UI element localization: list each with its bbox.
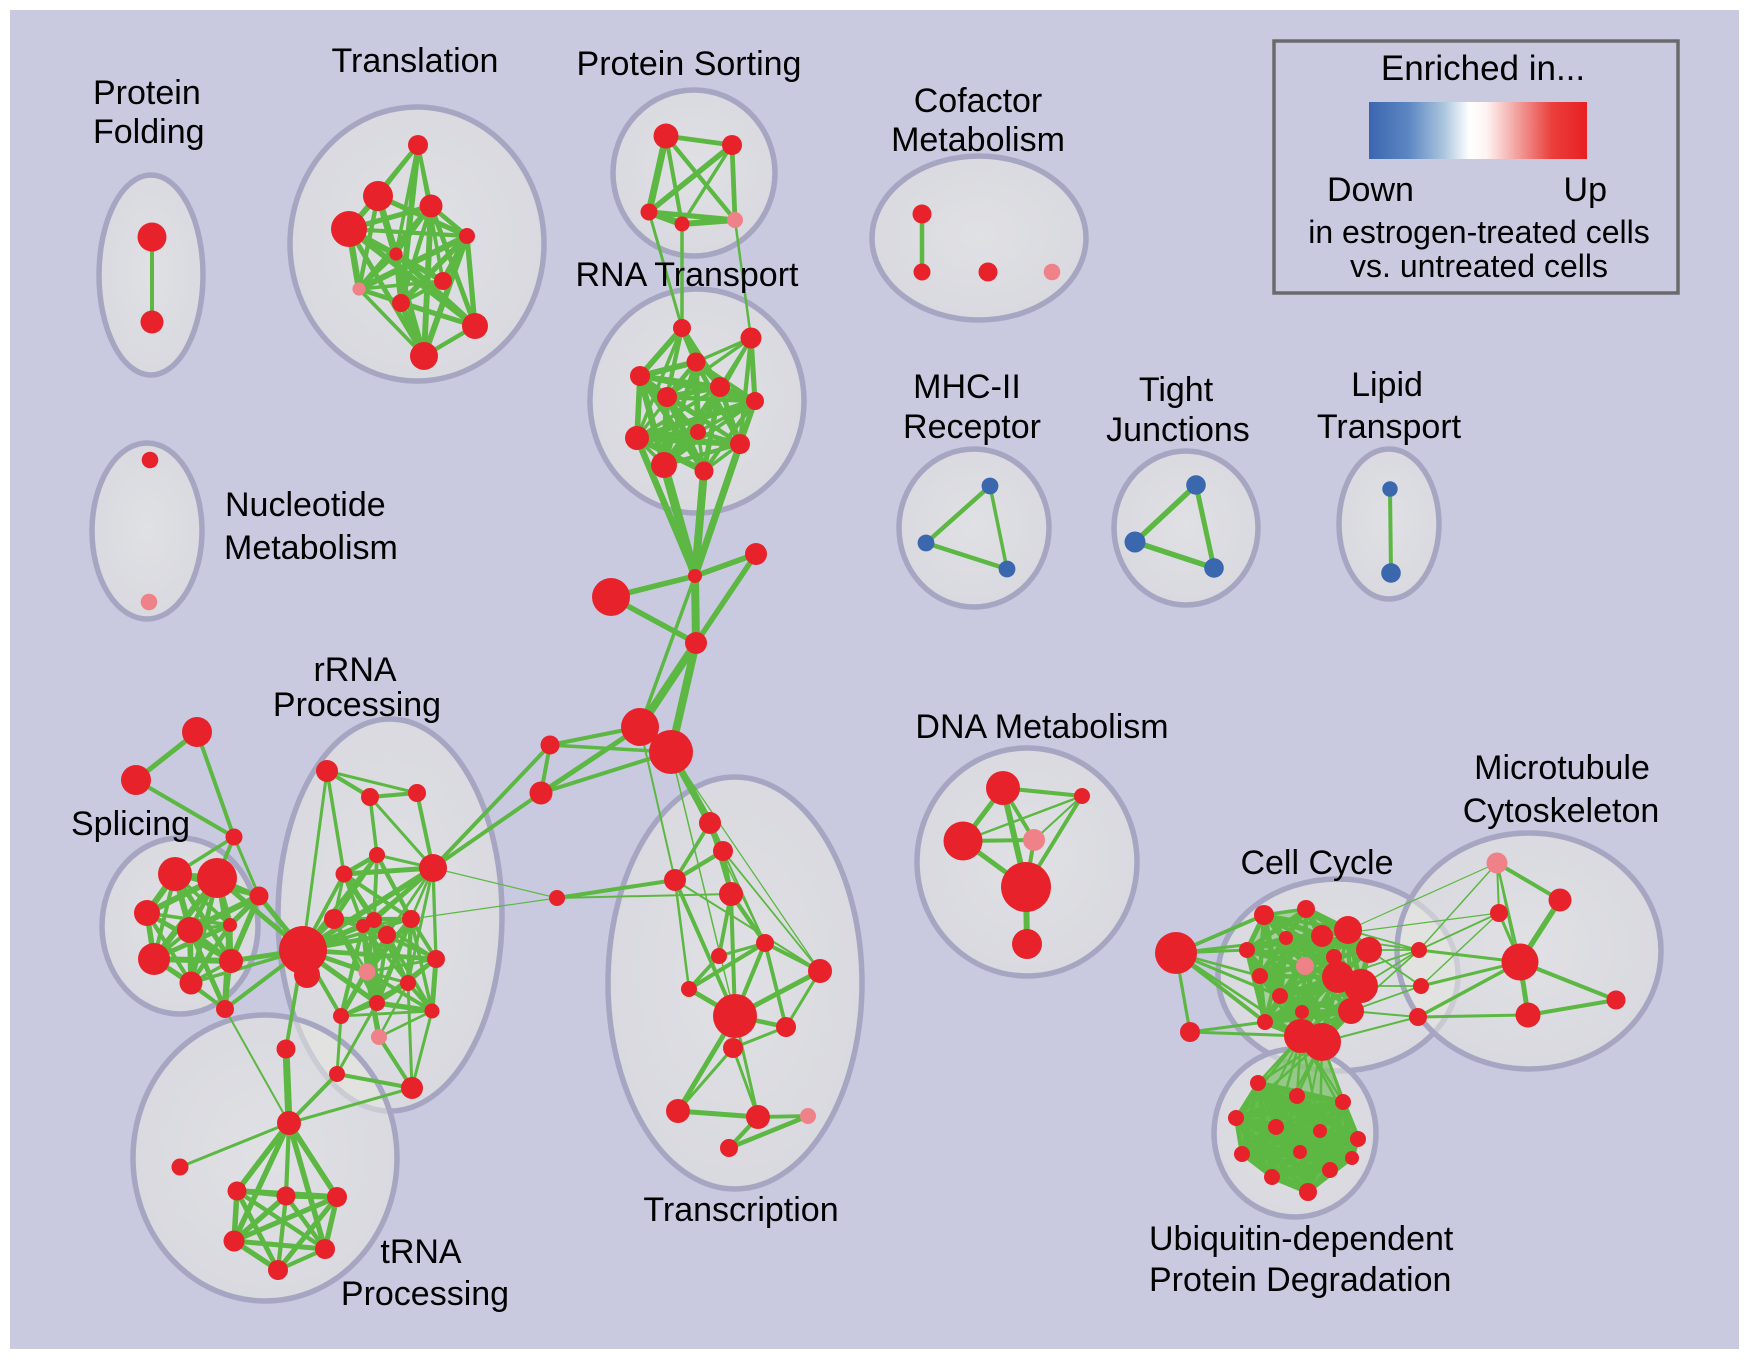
svg-text:Down: Down — [1327, 171, 1414, 209]
svg-text:Tight: Tight — [1139, 371, 1214, 409]
svg-text:Nucleotide: Nucleotide — [225, 486, 386, 524]
svg-text:Protein Sorting: Protein Sorting — [577, 45, 802, 83]
svg-text:vs. untreated cells: vs. untreated cells — [1350, 248, 1608, 284]
svg-text:Translation: Translation — [332, 42, 499, 80]
svg-text:Metabolism: Metabolism — [891, 121, 1065, 159]
svg-text:Processing: Processing — [273, 686, 441, 724]
svg-text:Folding: Folding — [93, 113, 205, 151]
svg-text:Junctions: Junctions — [1106, 411, 1250, 449]
svg-text:Up: Up — [1564, 171, 1607, 209]
svg-text:Processing: Processing — [341, 1275, 509, 1313]
svg-text:Protein: Protein — [93, 74, 201, 112]
svg-text:tRNA: tRNA — [380, 1233, 462, 1271]
svg-text:Enriched in...: Enriched in... — [1381, 49, 1585, 88]
svg-text:Protein Degradation: Protein Degradation — [1149, 1261, 1451, 1299]
svg-text:MHC-II: MHC-II — [913, 368, 1021, 406]
svg-text:rRNA: rRNA — [313, 651, 396, 689]
svg-text:Transcription: Transcription — [643, 1191, 838, 1229]
svg-text:Transport: Transport — [1317, 408, 1462, 446]
svg-text:Lipid: Lipid — [1351, 366, 1423, 404]
svg-text:Ubiquitin-dependent: Ubiquitin-dependent — [1149, 1220, 1454, 1258]
svg-text:RNA Transport: RNA Transport — [576, 256, 800, 294]
svg-text:in estrogen-treated cells: in estrogen-treated cells — [1308, 214, 1650, 250]
svg-text:Cell Cycle: Cell Cycle — [1240, 844, 1393, 882]
svg-text:Splicing: Splicing — [71, 805, 190, 843]
svg-text:Metabolism: Metabolism — [224, 529, 398, 567]
svg-text:Microtubule: Microtubule — [1474, 749, 1650, 787]
svg-text:Receptor: Receptor — [903, 408, 1041, 446]
svg-text:Cofactor: Cofactor — [914, 82, 1043, 120]
svg-text:DNA Metabolism: DNA Metabolism — [915, 708, 1168, 746]
svg-text:Cytoskeleton: Cytoskeleton — [1463, 792, 1660, 830]
